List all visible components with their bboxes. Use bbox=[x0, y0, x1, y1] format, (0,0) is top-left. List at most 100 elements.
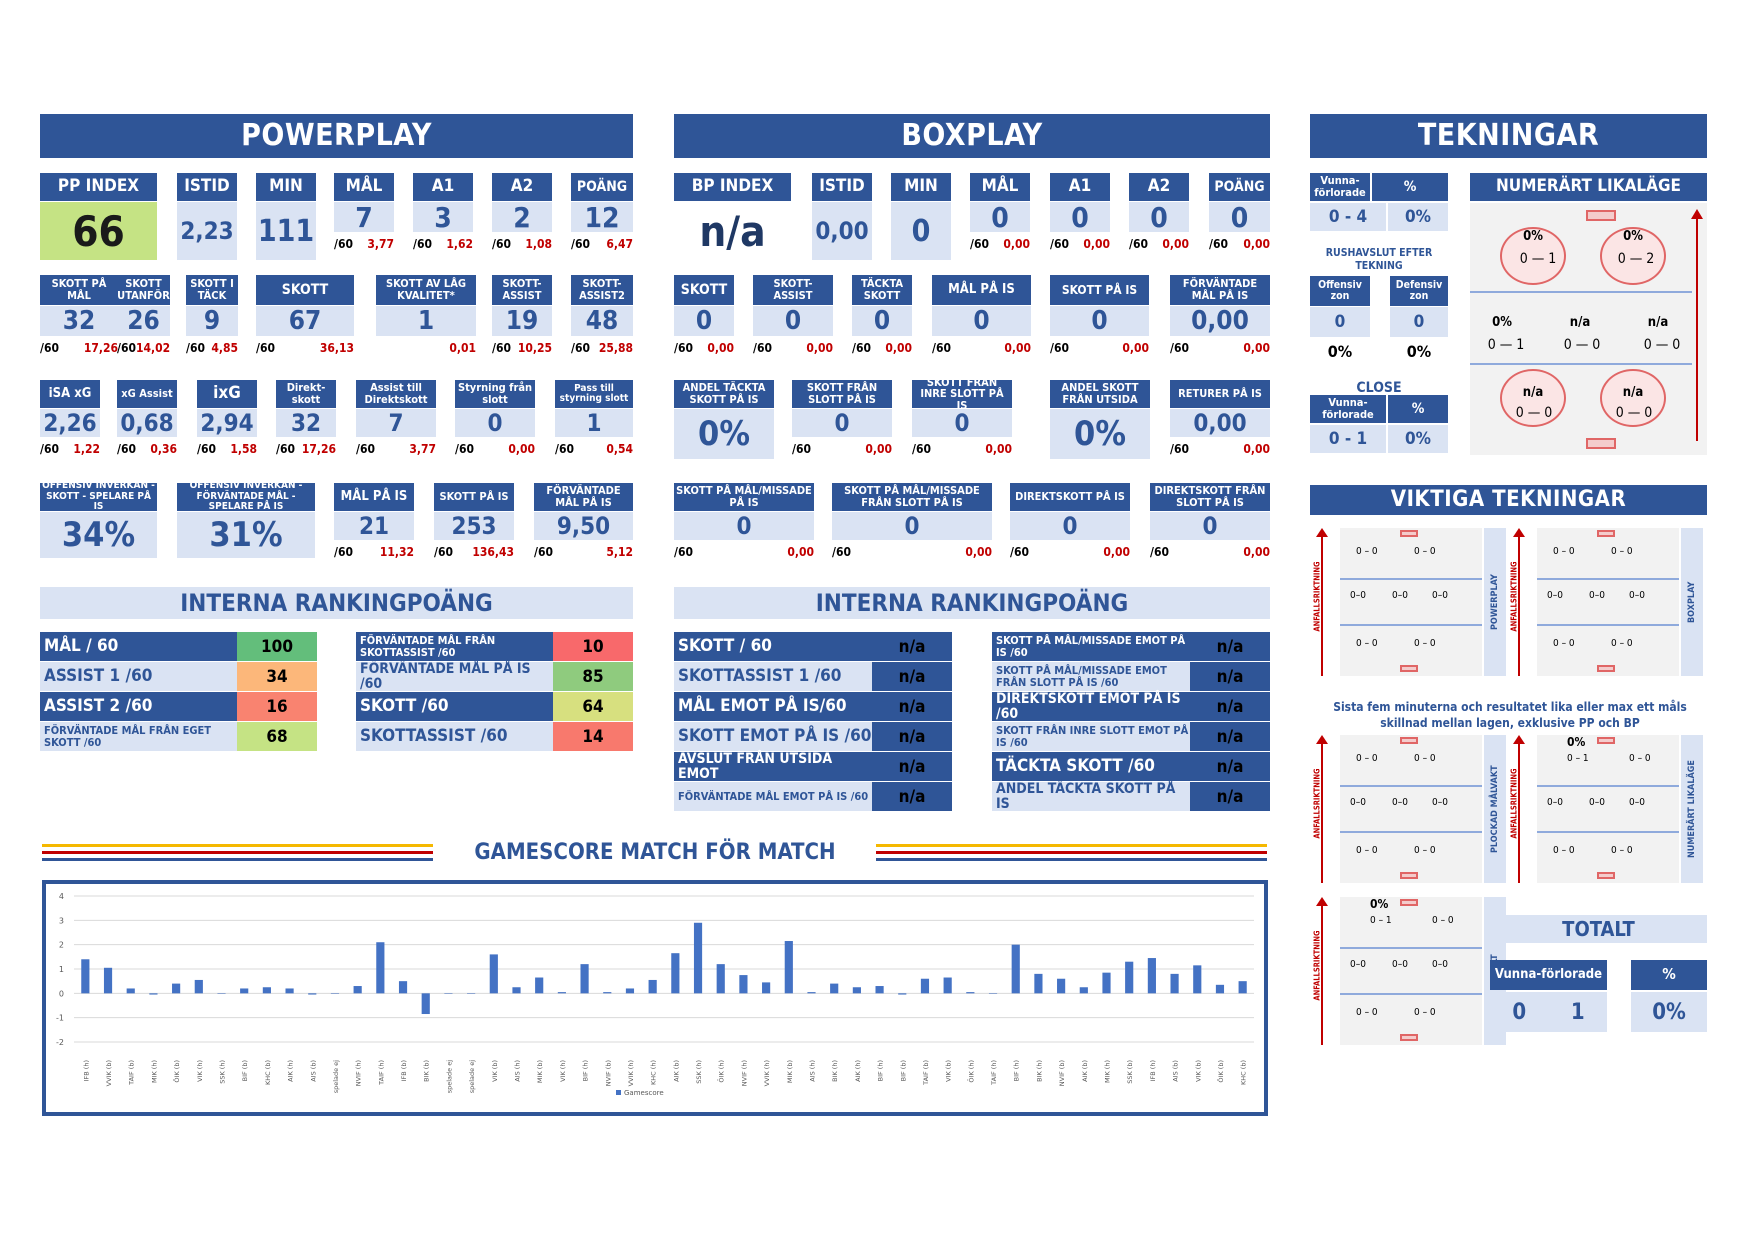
ranking-label: SKOTT /60 bbox=[356, 692, 553, 721]
per60-label: /60 bbox=[40, 341, 59, 355]
stat-label: ISTID bbox=[177, 173, 237, 201]
ranking-value: n/a bbox=[1190, 722, 1270, 751]
per60-label: /60 bbox=[413, 237, 432, 251]
gamescore-bar bbox=[194, 979, 203, 994]
faceoff-score: 0–0 bbox=[1392, 590, 1408, 601]
stat-per60: /60 0,00 bbox=[1170, 340, 1270, 356]
per60-label: /60 bbox=[117, 442, 136, 456]
per60-label: /60 bbox=[1150, 545, 1169, 559]
per60-label: /60 bbox=[334, 237, 353, 251]
gamescore-bar bbox=[580, 964, 589, 994]
stat-per60: /60 0,00 bbox=[1050, 236, 1110, 252]
x-tick-label: AIK (h) bbox=[287, 1060, 295, 1082]
gamescore-bar bbox=[807, 992, 816, 994]
stat-label: MÅL bbox=[334, 173, 394, 201]
per60-label: /60 bbox=[434, 545, 453, 559]
ranking-value: n/a bbox=[1190, 752, 1270, 781]
x-tick-label: AIS (h) bbox=[514, 1060, 522, 1082]
faceoff-score: 0 – 0 bbox=[1356, 845, 1378, 856]
per60-value: 1,62 bbox=[446, 237, 473, 251]
per60-value: 11,32 bbox=[379, 545, 414, 559]
per60-value: 1,22 bbox=[73, 442, 100, 456]
stat-label: SKOTT bbox=[674, 275, 734, 305]
ranking-label: SKOTTASSIST 1 /60 bbox=[674, 662, 872, 691]
stat-per60: /60 0,00 bbox=[852, 340, 912, 356]
faceoff-score: 0–0 bbox=[1350, 797, 1366, 808]
stat-value: 26 bbox=[117, 306, 170, 336]
stat-label: Styrning från slott bbox=[455, 380, 535, 408]
faceoff-score: 0–0 bbox=[1589, 797, 1605, 808]
stat-value: 3 bbox=[413, 201, 473, 234]
stat-per60: /60 1,08 bbox=[492, 236, 552, 252]
x-tick-label: TAIF (b) bbox=[922, 1060, 930, 1086]
stat-label: xG Assist bbox=[117, 380, 177, 408]
faceoff-score: 0 – 0 bbox=[1629, 753, 1651, 764]
stat-per60: /60 0,00 bbox=[674, 544, 814, 560]
goal-icon bbox=[1400, 737, 1418, 744]
attack-direction-label: ANFALLSRIKTNING bbox=[1312, 561, 1322, 632]
faceoff-score: 0–0 bbox=[1392, 797, 1408, 808]
stat-label: Direkt-skott bbox=[276, 380, 336, 408]
per60-label: /60 bbox=[455, 442, 474, 456]
ranking-value: 34 bbox=[237, 662, 317, 691]
gamescore-bar bbox=[1034, 973, 1043, 994]
per60-label: /60 bbox=[492, 237, 511, 251]
per60-value: 6,47 bbox=[606, 237, 633, 251]
bp-ranking-right: SKOTT PÅ MÅL/MISSADE EMOT PÅ IS /60 n/a SK… bbox=[992, 632, 1270, 812]
per60-value: 1,08 bbox=[525, 237, 552, 251]
ranking-row: SKOTT EMOT PÅ IS /60 n/a bbox=[674, 722, 952, 751]
tekningar-header: TEKNINGAR bbox=[1310, 114, 1707, 158]
faceoff-score: 0 – 0 bbox=[1414, 546, 1436, 557]
attack-arrow bbox=[1321, 741, 1323, 883]
stat-label: DIREKTSKOTT PÅ IS bbox=[1010, 483, 1130, 511]
faceoff-score: 0–0 bbox=[1392, 959, 1408, 970]
spot-score: 0 — 0 bbox=[1615, 405, 1653, 421]
gamescore-bar bbox=[671, 953, 680, 994]
faceoff-circle bbox=[1500, 227, 1566, 285]
per60-value: 0,36 bbox=[150, 442, 177, 456]
x-tick-label: AIK (h) bbox=[854, 1060, 862, 1082]
stat-per60: /60 0,00 bbox=[1170, 441, 1270, 457]
faceoff-score: 0 – 0 bbox=[1414, 1007, 1436, 1018]
close-pct-value: 0% bbox=[1388, 425, 1448, 453]
stat-value: 9,50 bbox=[534, 512, 633, 540]
totalt-wl-label: Vunna-förlorade bbox=[1490, 960, 1607, 990]
stat-label: SKOTT-ASSIST bbox=[492, 275, 552, 305]
rush-title: RUSHAVSLUT EFTER TEKNING bbox=[1325, 247, 1433, 272]
per60-value: 0,00 bbox=[787, 545, 814, 559]
ranking-value: 100 bbox=[237, 632, 317, 661]
per60-value: 0,00 bbox=[707, 341, 734, 355]
stat-per60: /60 0,00 bbox=[674, 340, 734, 356]
blue-line bbox=[1340, 831, 1482, 833]
stat-value: 0 bbox=[832, 512, 992, 540]
per60-value: 0,00 bbox=[508, 442, 535, 456]
gamescore-bar bbox=[172, 983, 181, 994]
x-tick-label: VIK (b) bbox=[945, 1060, 953, 1082]
x-tick-label: VVIK (h) bbox=[627, 1060, 635, 1086]
ranking-value: 64 bbox=[553, 692, 633, 721]
gamescore-bar bbox=[1102, 972, 1111, 994]
y-tick-label: 1 bbox=[59, 965, 64, 974]
stat-label: ISTID bbox=[812, 173, 872, 201]
x-tick-label: spelade ej bbox=[468, 1060, 476, 1093]
def-zone-label: Defensiv zon bbox=[1390, 276, 1448, 306]
ranking-row: SKOTT /60 64 bbox=[356, 692, 633, 721]
y-tick-label: -1 bbox=[56, 1014, 64, 1023]
ranking-label: SKOTT / 60 bbox=[674, 632, 872, 661]
attack-arrow bbox=[1321, 534, 1323, 676]
per60-value: 0,54 bbox=[606, 442, 633, 456]
ranking-row: SKOTTASSIST 1 /60 n/a bbox=[674, 662, 952, 691]
spot-pct: 0% bbox=[1492, 315, 1512, 330]
stat-per60: /60 0,00 bbox=[832, 544, 992, 560]
x-tick-label: KHC (h) bbox=[650, 1060, 658, 1085]
gamescore-bar bbox=[149, 993, 158, 995]
blue-line bbox=[1470, 363, 1692, 365]
faceoff-score: 0 – 0 bbox=[1414, 753, 1436, 764]
per60-value: 0,00 bbox=[1243, 442, 1270, 456]
blue-line bbox=[1340, 578, 1482, 580]
goal-icon bbox=[1597, 530, 1615, 537]
pp-ranking-right: FÖRVÄNTADE MÅL FRÅN SKOTTASSIST /60 10 FÖR… bbox=[356, 632, 633, 752]
stat-value: 0 bbox=[1010, 512, 1130, 540]
gamescore-bar bbox=[716, 964, 725, 994]
